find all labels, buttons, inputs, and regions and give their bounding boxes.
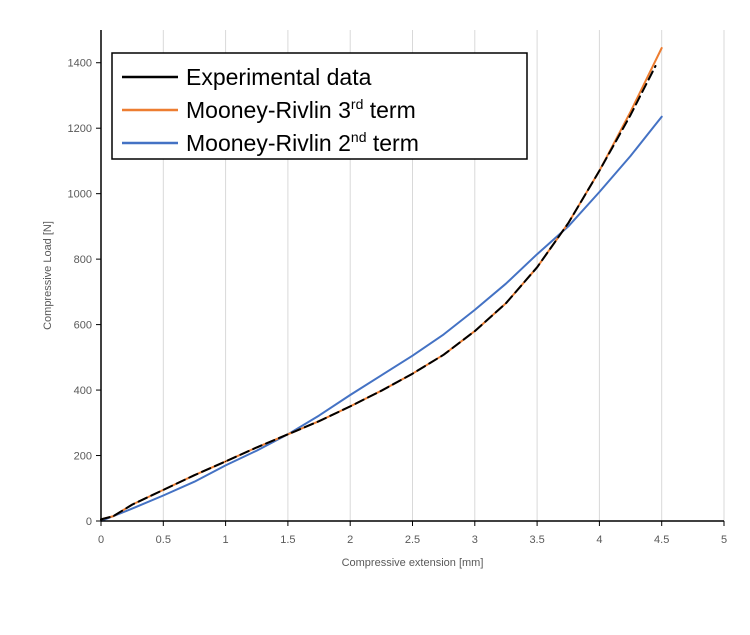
legend-label-2: Mooney-Rivlin 2nd term [186,129,419,156]
data-point [256,446,258,448]
data-point [536,253,538,255]
data-point [131,507,133,510]
data-point [443,333,445,336]
x-tick-label: 2.5 [405,534,420,546]
data-point [193,474,196,476]
data-point [598,170,601,172]
x-tick-label: 5 [721,534,727,546]
data-point [598,191,601,193]
data-point [474,330,476,332]
data-point [411,355,414,357]
data-point [380,374,382,376]
x-tick-label: 3.5 [529,534,544,546]
data-point [629,114,632,116]
data-point [162,489,164,491]
data-point [193,481,196,483]
data-point [112,515,115,517]
y-tick-label: 1400 [68,58,92,70]
x-tick-label: 4 [596,534,602,546]
data-point [505,283,507,285]
data-point [661,47,663,49]
data-point [411,373,414,375]
data-point [380,390,382,392]
x-tick-label: 3 [472,534,478,546]
data-point [629,155,632,157]
series-line-2 [100,115,663,522]
x-tick-labels: 0 0.5 1 1.5 2 2.5 3 3.5 4 4.5 5 [98,521,727,546]
series-lines [100,47,663,522]
data-point [349,405,351,408]
x-tick-label: 1.5 [280,534,295,546]
x-tick-label: 2 [347,534,353,546]
data-point [318,420,320,422]
y-tick-label: 1200 [68,123,92,135]
data-point [654,65,657,67]
x-axis-title: Compressive extension [mm] [342,557,484,569]
data-point [225,460,227,463]
legend-label-1: Mooney-Rivlin 3rd term [186,96,416,123]
data-point [318,414,320,417]
data-point [225,464,227,466]
y-tick-label: 600 [74,320,92,332]
x-tick-label: 0.5 [156,534,171,546]
legend: Experimental data Mooney-Rivlin 3rd term M… [111,52,528,160]
y-tick-label: 200 [74,451,92,463]
data-point [131,504,133,506]
data-point [256,450,258,452]
data-point [287,433,289,435]
y-tick-label: 1000 [68,189,92,201]
y-tick-label: 400 [74,385,92,397]
y-tick-labels: 0 200 400 600 800 1000 1200 1400 [68,58,101,528]
y-tick-label: 0 [86,516,92,528]
x-tick-label: 0 [98,534,104,546]
data-point [474,309,476,311]
legend-label-0: Experimental data [186,64,372,90]
data-point [443,354,445,356]
data-point [349,394,351,396]
series-line-0 [100,65,657,521]
legend-box [111,52,528,160]
data-point [536,266,538,268]
x-tick-label: 4.5 [654,534,669,546]
data-point [505,302,507,304]
y-tick-label: 800 [74,254,92,266]
data-point [629,111,632,113]
data-point [162,494,164,497]
x-tick-label: 1 [223,534,229,546]
data-point [661,116,663,118]
legend-entries: Experimental data Mooney-Rivlin 3rd term M… [122,64,419,156]
y-axis-title: Compressive Load [N] [42,221,54,330]
data-point [567,225,569,227]
data-point [567,222,569,224]
